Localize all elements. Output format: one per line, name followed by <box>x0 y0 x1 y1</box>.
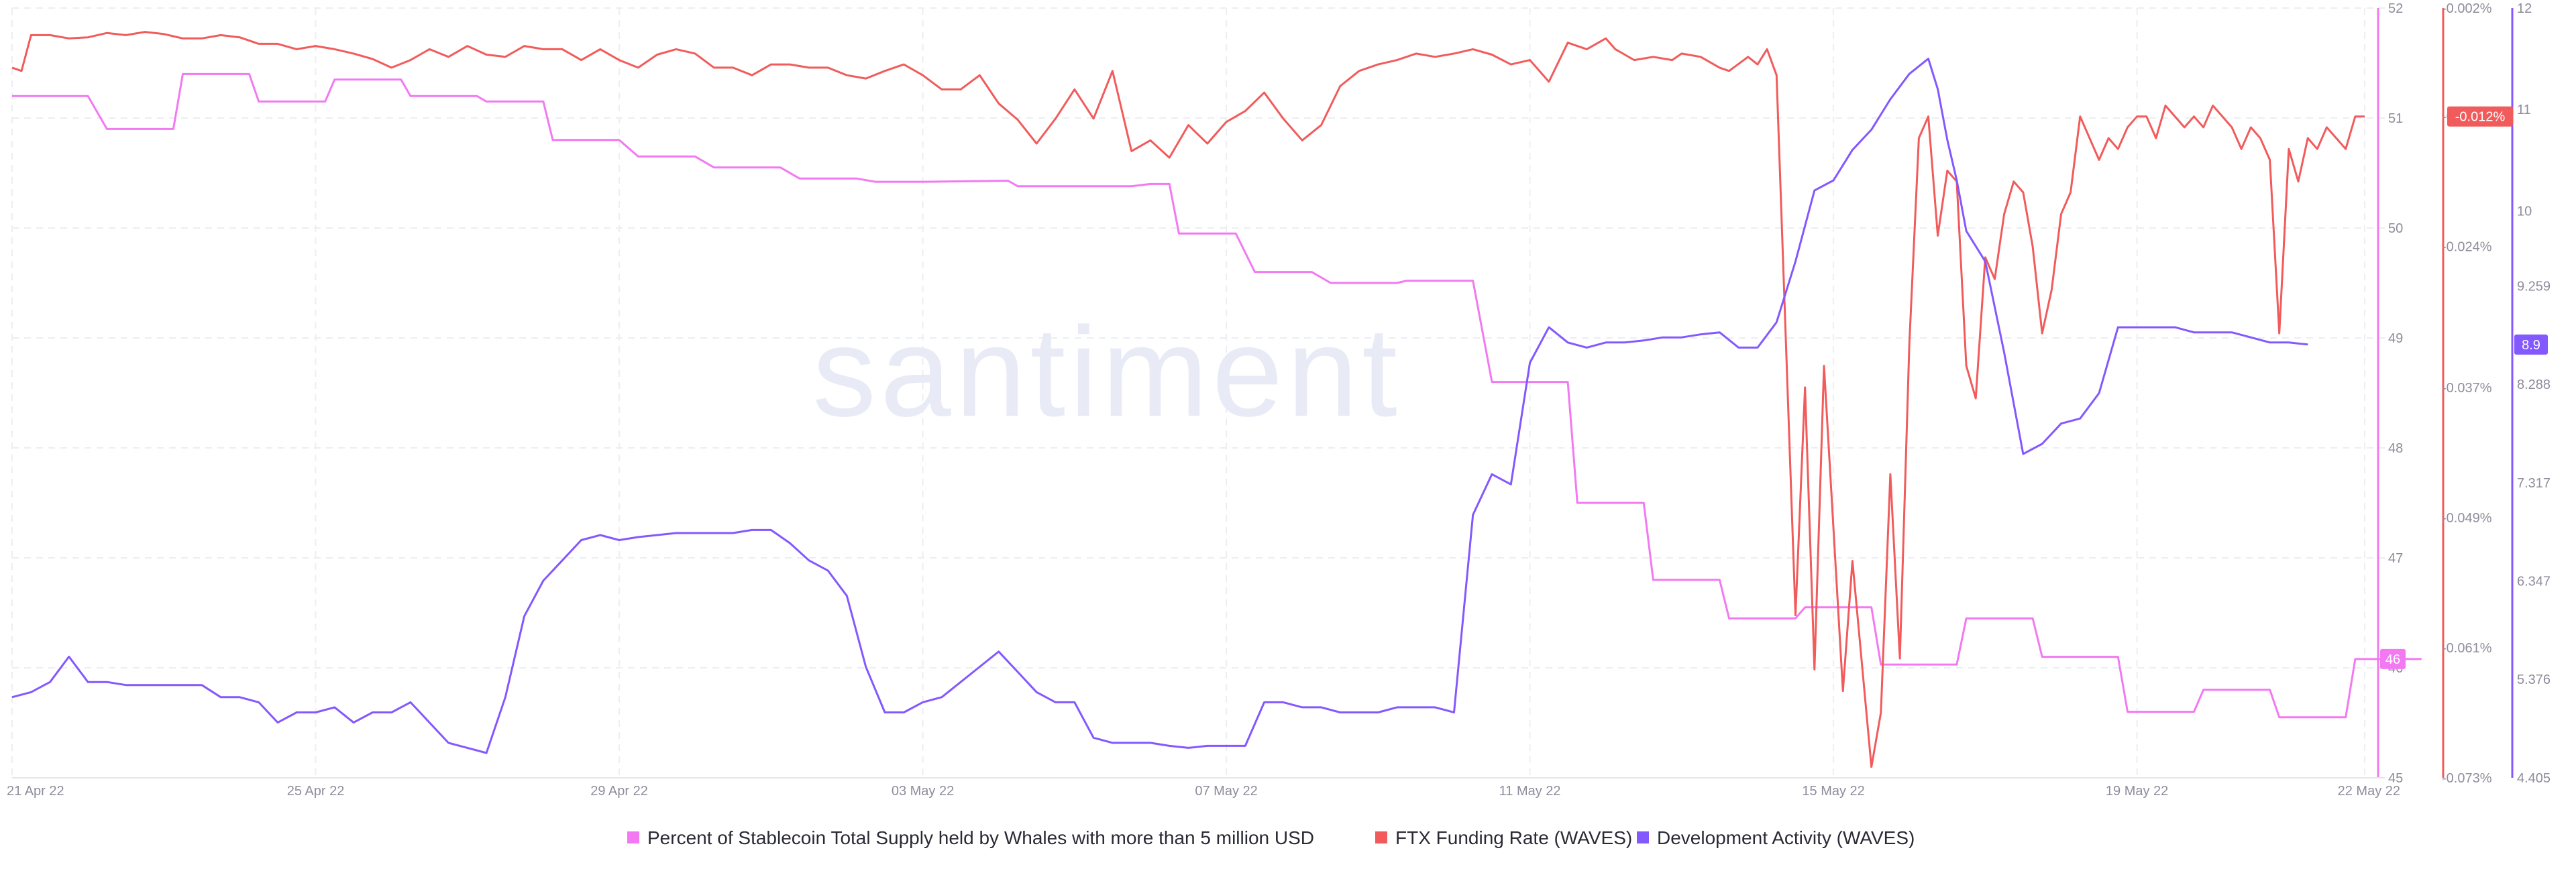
y-tick-funding-0: -0.002% <box>2442 1 2492 16</box>
last-value-badge-funding <box>2447 106 2513 127</box>
legend-swatch-2[interactable] <box>1637 831 1649 843</box>
legend-label-1[interactable]: FTX Funding Rate (WAVES) <box>1395 827 1632 848</box>
x-tick-3: 03 May 22 <box>892 784 954 799</box>
y-tick-dev-6: 6.347 <box>2517 574 2551 589</box>
x-tick-5: 11 May 22 <box>1499 784 1561 799</box>
y-tick-funding-6: -0.073% <box>2442 771 2492 786</box>
y-tick-whales-2: 50 <box>2388 221 2403 236</box>
y-tick-whales-5: 47 <box>2388 551 2403 566</box>
series-line-funding <box>11 31 2365 768</box>
y-tick-dev-1: 11 <box>2517 103 2531 117</box>
x-tick-7: 19 May 22 <box>2106 784 2168 799</box>
y-tick-whales-3: 49 <box>2388 331 2403 346</box>
y-tick-dev-3: 9.259 <box>2517 279 2551 294</box>
santiment-watermark: santiment <box>812 301 1401 443</box>
x-tick-2: 29 Apr 22 <box>590 784 648 799</box>
y-tick-dev-5: 7.317 <box>2517 476 2551 491</box>
y-tick-dev-7: 5.376 <box>2517 673 2551 687</box>
axis-layer: 52 51 50 49 48 47 46 45 -0.002% -0.012% -0.024% -0.… <box>2377 1 2551 786</box>
y-tick-funding-3: -0.037% <box>2442 381 2492 396</box>
legend-label-0[interactable]: Percent of Stablecoin Total Supply held … <box>647 827 1314 848</box>
series-line-whales <box>12 72 2422 719</box>
y-tick-dev-2: 10 <box>2517 204 2532 219</box>
y-tick-funding-4: -0.049% <box>2442 511 2492 526</box>
legend-swatch-0[interactable] <box>627 831 639 843</box>
last-value-label-funding: -0.012% <box>2455 110 2506 125</box>
series-line-dev <box>11 58 2308 754</box>
legend-label-2[interactable]: Development Activity (WAVES) <box>1657 827 1915 848</box>
last-value-label-whales: 46 <box>2385 652 2400 667</box>
last-value-label-dev: 8.9 <box>2522 338 2540 353</box>
last-value-badge-whales <box>2380 648 2406 669</box>
x-tick-8: 22 May 22 <box>2338 784 2400 799</box>
y-tick-whales-1: 51 <box>2388 111 2403 126</box>
x-tick-6: 15 May 22 <box>1802 784 1864 799</box>
y-tick-funding-2: -0.024% <box>2442 240 2492 255</box>
y-tick-dev-8: 4.405 <box>2517 771 2551 786</box>
last-value-badge-dev <box>2514 334 2548 355</box>
x-tick-1: 25 Apr 22 <box>287 784 345 799</box>
x-tick-0: 21 Apr 22 <box>7 784 64 799</box>
y-tick-funding-5: -0.061% <box>2442 641 2492 656</box>
legend-swatch-1[interactable] <box>1375 831 1387 843</box>
x-axis: 21 Apr 22 25 Apr 22 29 Apr 22 03 May 22 07 M… <box>7 777 2400 799</box>
y-tick-whales-4: 48 <box>2388 441 2403 456</box>
series-layer <box>11 31 2422 768</box>
y-tick-dev-4: 8.288 <box>2517 377 2551 392</box>
x-tick-4: 07 May 22 <box>1195 784 1257 799</box>
legend: Percent of Stablecoin Total Supply held … <box>627 827 1915 848</box>
y-tick-whales-0: 52 <box>2388 1 2403 16</box>
y-tick-dev-0: 12 <box>2517 1 2532 16</box>
y-tick-whales-7: 45 <box>2388 771 2403 786</box>
